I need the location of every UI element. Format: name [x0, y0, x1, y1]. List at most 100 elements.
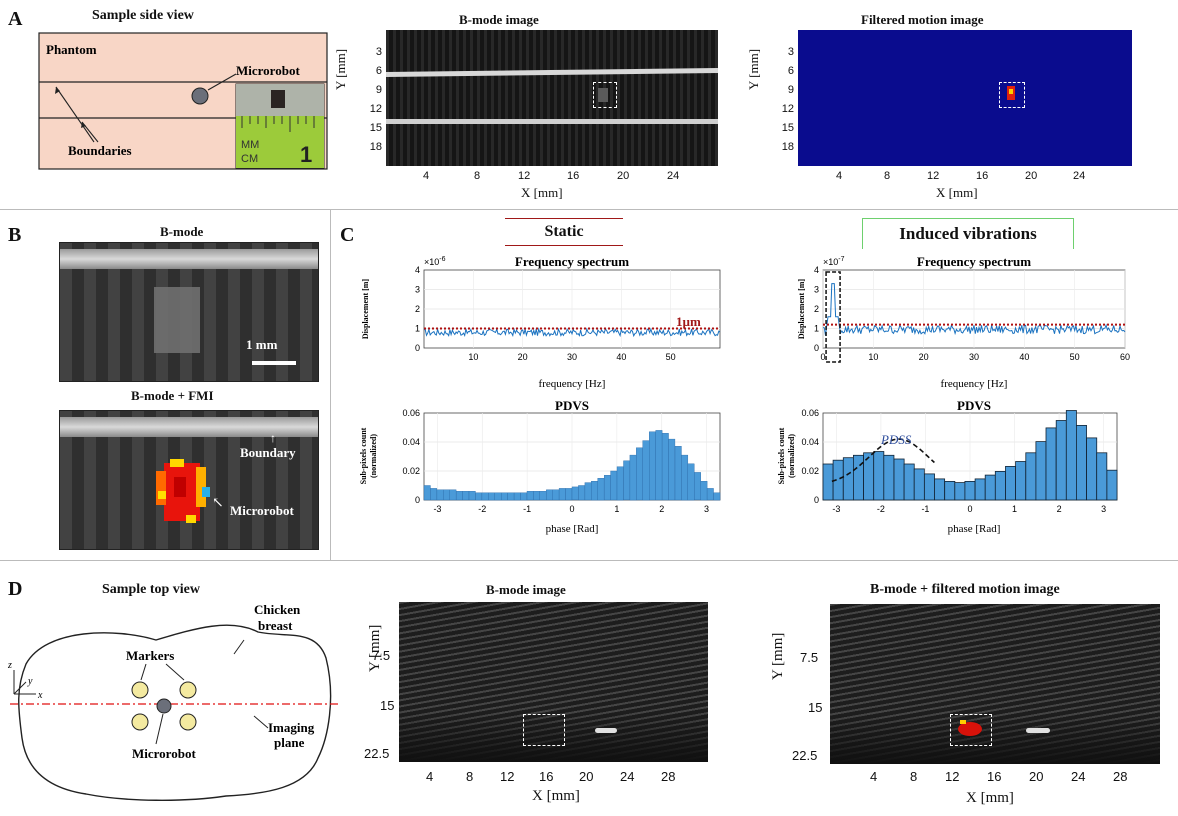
histogram-bar — [481, 492, 489, 501]
x-tick-label: 0 — [569, 504, 574, 514]
a-bmode-xlabel: X [mm] — [521, 185, 563, 200]
d-bmode-xtick: 4 — [426, 769, 434, 784]
histogram-bar — [903, 463, 915, 501]
histogram-bar — [616, 466, 624, 501]
d-overlay-xtick: 24 — [1071, 769, 1086, 784]
d-overlay-xtick: 12 — [945, 769, 960, 784]
d-markers-label: Markers — [126, 648, 174, 663]
d-axis-z: z — [7, 660, 12, 671]
a-bmode-xtick: 24 — [667, 170, 680, 182]
histogram-bar — [584, 482, 592, 501]
side-view-title: Sample side view — [92, 8, 194, 23]
x-tick-label: 50 — [666, 352, 676, 362]
x-tick-label: 2 — [1057, 504, 1062, 514]
y-tick-label: 3 — [415, 285, 420, 295]
d-bmode-ytick: 7.5 — [372, 648, 391, 663]
b-scale-label: 1 mm — [246, 337, 278, 352]
x-tick-label: 2 — [659, 504, 664, 514]
x-tick-label: 1 — [614, 504, 619, 514]
b-overlay-image: Boundary ↑ Microrobot ↖ — [59, 410, 319, 550]
d-axis-y: y — [27, 676, 33, 687]
c-threshold-label: 1µm — [676, 314, 701, 329]
b-bottom-title: B-mode + FMI — [131, 388, 214, 403]
histogram-bar — [443, 489, 450, 501]
histogram-bar — [629, 454, 637, 501]
histogram-bar — [546, 489, 553, 501]
a-fmi-ylabel: Y [mm] — [746, 48, 761, 90]
histogram-bar — [423, 485, 431, 501]
divider-top — [0, 209, 1178, 210]
d-plane-label: plane — [274, 735, 305, 750]
x-tick-label: 0 — [820, 352, 825, 362]
histogram-bar — [604, 475, 611, 501]
panel-letter-c: C — [340, 224, 355, 246]
x-tick-label: 60 — [1120, 352, 1130, 362]
a-bmode-title: B-mode image — [459, 12, 539, 27]
histogram-bar — [944, 480, 956, 501]
a-fmi-xtick: 8 — [884, 170, 891, 182]
d-breast-label: breast — [258, 618, 293, 633]
d-bmode-xtick: 8 — [466, 769, 474, 784]
c-vib-freq-xlabel: frequency [Hz] — [941, 378, 1008, 390]
histogram-bar — [681, 454, 689, 501]
a-bmode-yticks: 3 6 9 12 15 18 — [369, 46, 382, 153]
d-axis-x: x — [37, 690, 43, 701]
histogram-bar — [700, 480, 708, 501]
histogram-bar — [649, 431, 656, 501]
d-bmode-xtick: 28 — [661, 769, 676, 784]
d-motion-overlay — [958, 722, 982, 736]
histogram-bar — [558, 488, 566, 501]
histogram-bar — [623, 460, 631, 501]
histogram-bar — [893, 458, 905, 501]
x-tick-label: -1 — [921, 504, 929, 514]
d-overlay-image — [830, 604, 1160, 764]
d-bmode-ytick: 15 — [380, 698, 395, 713]
histogram-bar — [713, 492, 721, 501]
y-tick-label: 4 — [415, 265, 420, 275]
y-tick-label: 0 — [814, 343, 819, 353]
d-bmode-roi-box — [523, 714, 565, 746]
histogram-bar — [1015, 461, 1027, 501]
x-tick-label: -1 — [523, 504, 531, 514]
histogram-bar — [1065, 410, 1077, 501]
x-tick-label: 10 — [868, 352, 878, 362]
d-overlay-xtick: 4 — [870, 769, 878, 784]
b-boundary-arrow: ↑ — [270, 431, 276, 445]
histogram-bar — [934, 478, 946, 501]
y-tick-label: 1 — [415, 324, 420, 334]
y-tick-label: 2 — [415, 304, 420, 314]
panel-letter-a: A — [8, 8, 23, 30]
histogram-bar — [488, 492, 495, 501]
histogram-bar — [822, 463, 834, 501]
d-overlay-xlabel: X [mm] — [966, 790, 1014, 806]
c-vib-phase-xlabel: phase [Rad] — [948, 523, 1001, 535]
spectrum-line — [423, 327, 721, 338]
histogram-bar — [668, 438, 676, 501]
a-fmi-xtick: 4 — [836, 170, 843, 182]
c-static-freq-title: Frequency spectrum — [515, 254, 629, 269]
d-bmode-xtick: 20 — [579, 769, 594, 784]
histogram-bar — [994, 470, 1006, 501]
histogram-bar — [1096, 452, 1108, 501]
b-motion-overlay — [156, 459, 210, 523]
d-bmode-image — [399, 602, 708, 762]
d-top-view-title: Sample top view — [102, 582, 200, 597]
histogram-bar — [1076, 424, 1087, 501]
histogram-bar — [526, 491, 534, 501]
a-fmi-xtick: 16 — [976, 170, 989, 182]
histogram-bar — [873, 451, 885, 501]
histogram-bar — [597, 478, 605, 501]
x-tick-label: 20 — [919, 352, 929, 362]
y-tick-label: 0.02 — [801, 466, 819, 476]
d-bmode-xtick: 12 — [500, 769, 515, 784]
chart-static-spectrum: 0 1 2 3 4 10 20 30 40 50 — [415, 265, 721, 362]
d-bmode-title: B-mode image — [486, 582, 566, 597]
histogram-bar — [430, 488, 438, 501]
a-fmi-xtick: 24 — [1073, 170, 1086, 182]
x-tick-label: 10 — [468, 352, 478, 362]
c-static-pdvs-title: PDVS — [555, 398, 589, 413]
ruler-number: 1 — [300, 142, 312, 167]
d-chicken-label: Chicken — [254, 602, 301, 617]
c-static-freq-xlabel: frequency [Hz] — [539, 378, 606, 390]
